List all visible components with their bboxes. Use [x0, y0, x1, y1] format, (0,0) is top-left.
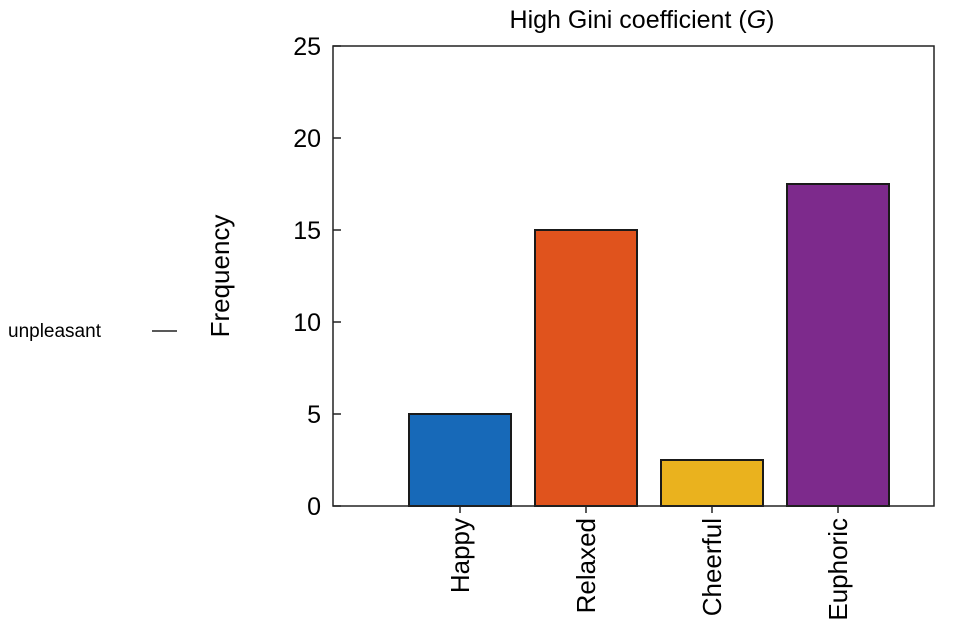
bar-relaxed: [534, 229, 638, 507]
y-tick-label: 5: [307, 401, 321, 429]
x-category-label: Happy: [445, 518, 475, 593]
y-tick-label: 10: [293, 309, 321, 337]
bars: [408, 183, 890, 507]
x-category-label: Euphoric: [823, 518, 853, 621]
y-tick-label: 15: [293, 217, 321, 245]
chart-title: High Gini coefficient (G): [510, 6, 775, 34]
y-tick-label: 25: [293, 33, 321, 61]
x-category-label: Cheerful: [697, 518, 727, 616]
y-tick-label: 0: [307, 493, 321, 521]
title-symbol: G: [747, 6, 766, 34]
y-axis-ticks: 0 5 10 15 20 25: [293, 33, 341, 521]
y-tick-label: 20: [293, 125, 321, 153]
bar-happy: [408, 413, 512, 507]
y-axis-label: Frequency: [205, 215, 235, 338]
bar-cheerful: [660, 459, 764, 507]
bar-euphoric: [786, 183, 890, 507]
plot-area-frame: [332, 45, 935, 507]
x-category-label: Relaxed: [571, 518, 601, 613]
x-axis-categories: Happy Relaxed Cheerful Euphoric: [445, 506, 853, 621]
annotation-unpleasant: unpleasant: [8, 321, 102, 342]
